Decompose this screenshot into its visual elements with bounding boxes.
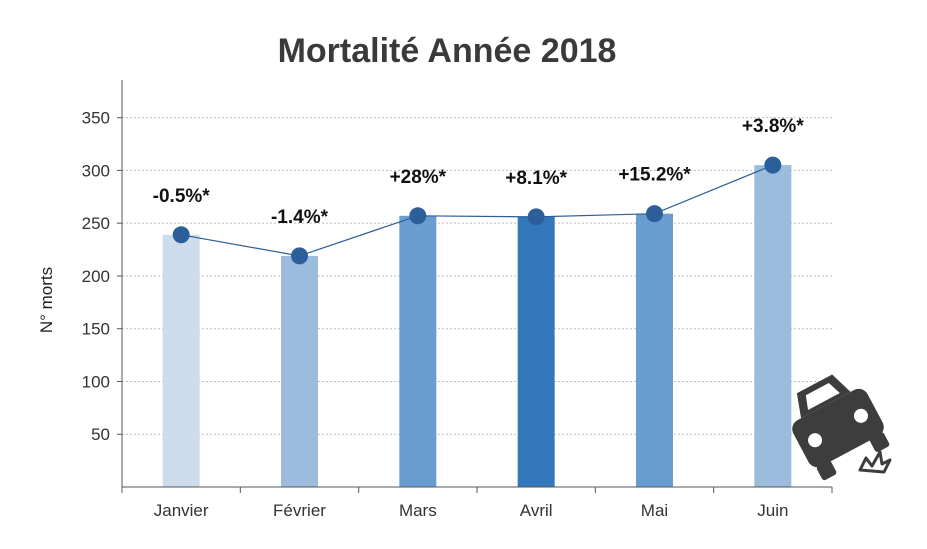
point-juin bbox=[764, 156, 782, 174]
point-mai bbox=[646, 205, 663, 223]
data-label: +15.2%* bbox=[618, 165, 691, 186]
bar-mai bbox=[636, 213, 673, 488]
data-label: +3.8%* bbox=[742, 116, 804, 137]
x-tick-label: Mars bbox=[399, 501, 437, 520]
point-avril bbox=[527, 208, 545, 226]
grid bbox=[122, 117, 832, 435]
data-labels: -0.5%* -1.4%* +28%* +8.1%* +15.2%* +3.8%* bbox=[153, 116, 805, 228]
bar-avril bbox=[517, 216, 555, 487]
x-tick-label: Janvier bbox=[154, 501, 209, 520]
x-tick-label: Mai bbox=[641, 501, 668, 520]
chart-title: Mortalité Année 2018 bbox=[278, 32, 617, 70]
y-tick-label: 150 bbox=[82, 320, 110, 339]
bar-juin bbox=[754, 165, 792, 488]
markers bbox=[172, 156, 782, 265]
point-janvier bbox=[172, 226, 190, 244]
y-tick-label: 300 bbox=[82, 161, 110, 180]
x-tick-label: Juin bbox=[757, 501, 788, 520]
y-axis-label: N° morts bbox=[37, 267, 56, 333]
y-tick-label: 100 bbox=[82, 372, 110, 391]
data-label: -0.5%* bbox=[153, 186, 211, 207]
y-tick-label: 50 bbox=[91, 425, 110, 444]
point-février bbox=[291, 247, 308, 265]
impact-burst-icon bbox=[858, 450, 892, 474]
bars bbox=[162, 165, 792, 488]
data-label: -1.4%* bbox=[271, 207, 329, 228]
bar-février bbox=[281, 255, 318, 487]
data-label: +28%* bbox=[390, 167, 447, 188]
car-crash-icon bbox=[792, 374, 890, 481]
y-tick-label: 350 bbox=[82, 109, 110, 128]
y-tick-label: 250 bbox=[82, 214, 110, 233]
bar-mars bbox=[399, 215, 437, 487]
data-label: +8.1%* bbox=[505, 168, 567, 189]
bar-janvier bbox=[162, 234, 200, 487]
point-mars bbox=[409, 207, 427, 225]
y-tick-label: 200 bbox=[82, 267, 110, 286]
trend-line bbox=[181, 164, 774, 257]
x-tick-label: Février bbox=[273, 501, 326, 520]
x-tick-label: Avril bbox=[520, 501, 553, 520]
axes: 50 100 150 200 250 300 350 Janvier Février Mars Av… bbox=[82, 80, 833, 520]
trend-line-path bbox=[181, 164, 774, 257]
